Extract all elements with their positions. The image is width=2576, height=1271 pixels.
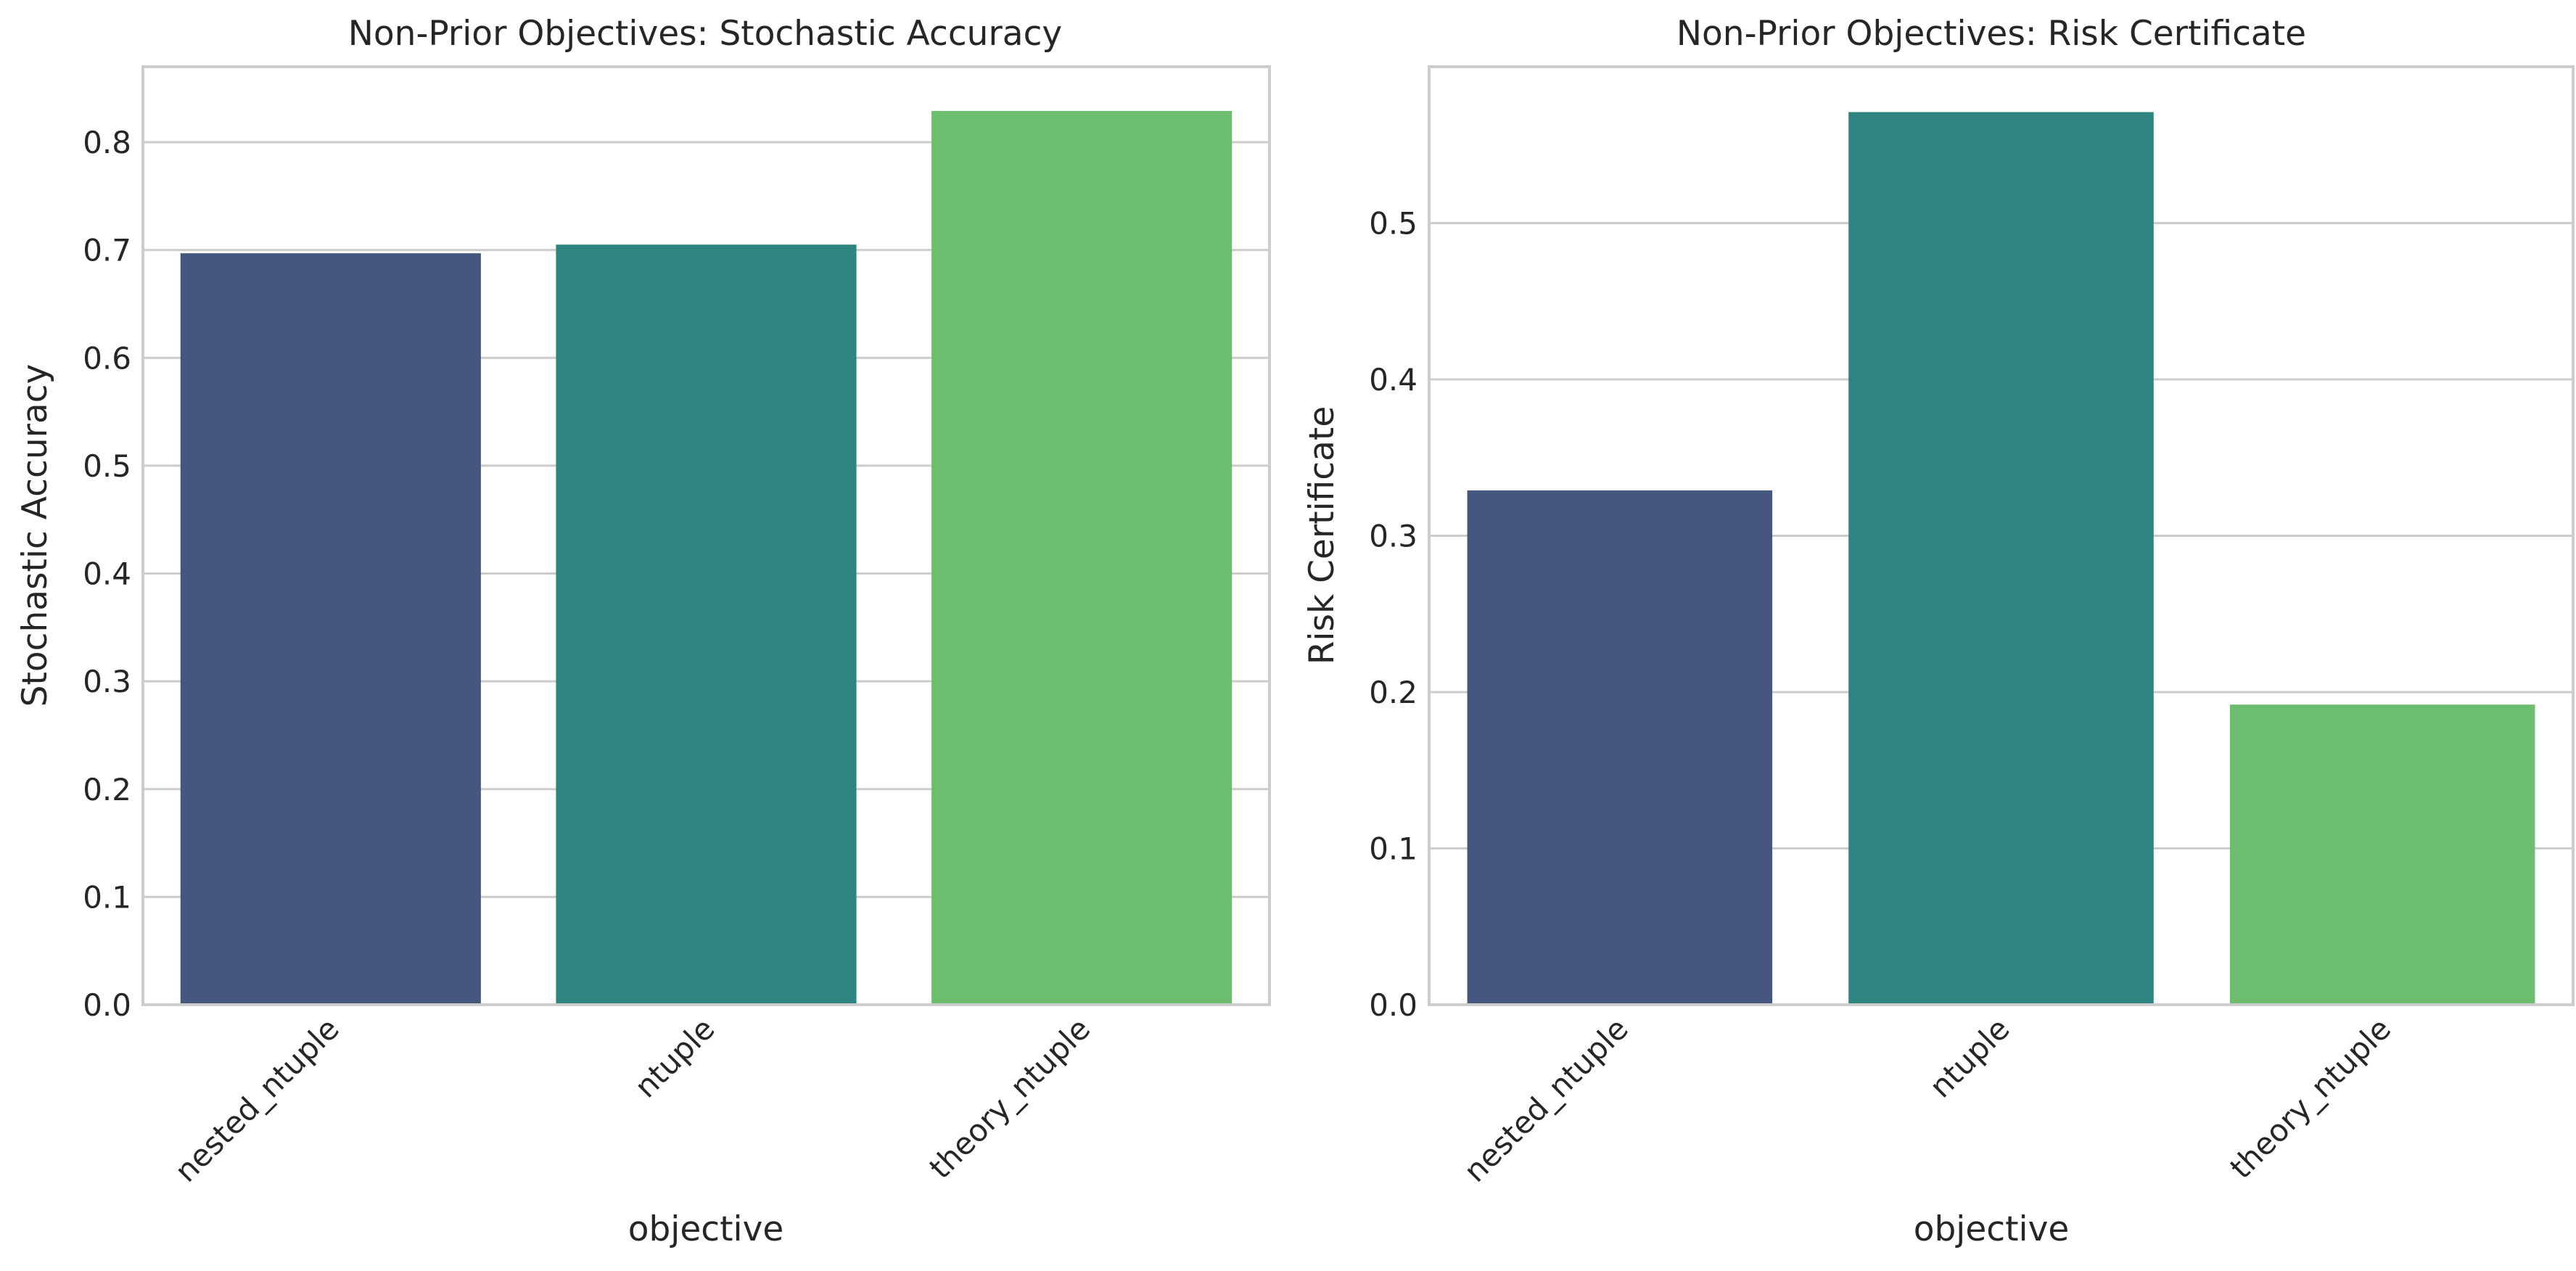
bar-theory-ntuple — [931, 110, 1233, 1005]
x-tick-label-ntuple: ntuple — [1922, 1011, 2016, 1104]
y-tick-label: 0.0 — [1369, 987, 1417, 1023]
chart-stochastic-accuracy: Non-Prior Objectives: Stochastic Accurac… — [15, 14, 1271, 1249]
y-tick-labels: 0.0 0.1 0.2 0.3 0.4 0.5 0.6 0.7 0.8 — [83, 125, 131, 1023]
x-tick-label-theory-ntuple: theory_ntuple — [922, 1011, 1097, 1185]
y-tick-label: 0.3 — [83, 664, 131, 699]
y-tick-label: 0.5 — [83, 448, 131, 484]
y-tick-label: 0.5 — [1369, 206, 1417, 242]
x-tick-label-theory-ntuple: theory_ntuple — [2223, 1011, 2398, 1185]
y-tick-label: 0.2 — [83, 772, 131, 807]
bars — [180, 110, 1233, 1005]
bars — [1467, 112, 2535, 1005]
x-tick-label-ntuple: ntuple — [627, 1011, 721, 1104]
plot-frame — [1428, 65, 2575, 1006]
y-axis-label: Stochastic Accuracy — [15, 364, 55, 707]
y-tick-label: 0.3 — [1369, 519, 1417, 554]
x-axis-label: objective — [1914, 1209, 2070, 1249]
y-tick-label: 0.7 — [83, 233, 131, 268]
y-tick-label: 0.4 — [83, 556, 131, 592]
bar-nested-ntuple — [180, 253, 481, 1005]
y-tick-label: 0.6 — [83, 340, 131, 376]
x-tick-labels: nested_ntuple ntuple theory_ntuple — [168, 1011, 1097, 1188]
y-tick-label: 0.1 — [1369, 831, 1417, 867]
x-tick-label-nested-ntuple: nested_ntuple — [168, 1011, 345, 1188]
bar-ntuple — [1848, 112, 2154, 1005]
y-tick-label: 0.0 — [83, 987, 131, 1023]
y-axis-label: Risk Certificate — [1302, 406, 1342, 665]
bar-nested-ntuple — [1467, 490, 1773, 1005]
chart-title: Non-Prior Objectives: Stochastic Accurac… — [348, 14, 1062, 54]
y-tick-label: 0.2 — [1369, 675, 1417, 710]
y-tick-label: 0.4 — [1369, 362, 1417, 398]
x-tick-labels: nested_ntuple ntuple theory_ntuple — [1457, 1011, 2398, 1188]
x-tick-label-nested-ntuple: nested_ntuple — [1457, 1011, 1634, 1188]
chart-risk-certificate: Non-Prior Objectives: Risk Certificate 0… — [1302, 14, 2575, 1249]
plot-frame — [141, 65, 1271, 1006]
y-tick-labels: 0.0 0.1 0.2 0.3 0.4 0.5 — [1369, 206, 1417, 1024]
y-tick-label: 0.8 — [83, 125, 131, 160]
chart-title: Non-Prior Objectives: Risk Certificate — [1676, 14, 2306, 54]
y-tick-label: 0.1 — [83, 879, 131, 915]
x-axis-label: objective — [628, 1209, 784, 1249]
bar-theory-ntuple — [2229, 704, 2535, 1005]
bar-ntuple — [556, 244, 857, 1005]
